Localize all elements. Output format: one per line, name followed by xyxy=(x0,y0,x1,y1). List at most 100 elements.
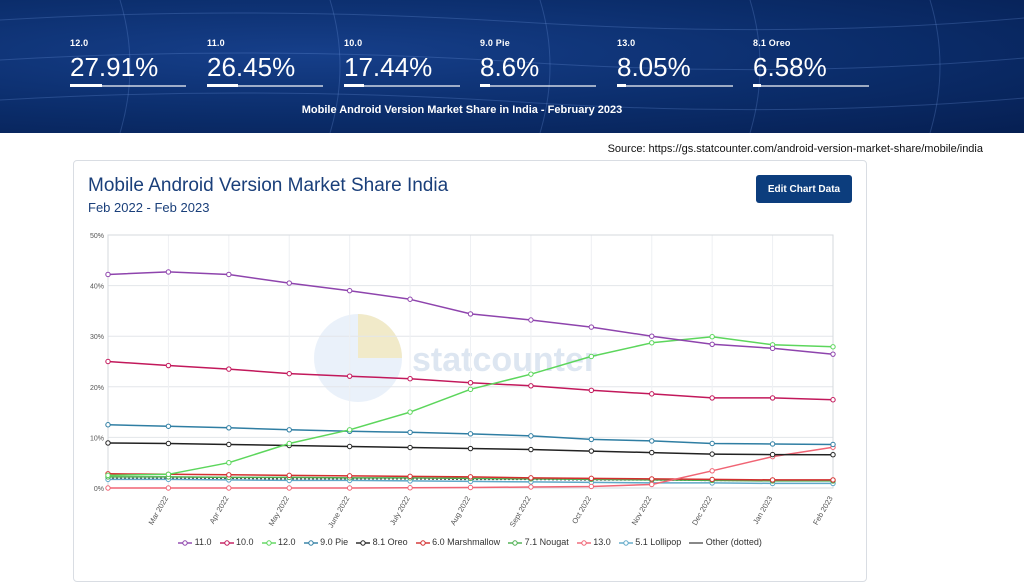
data-point-8-1-oreo[interactable] xyxy=(467,445,474,452)
data-point-6-0-marshmallow[interactable] xyxy=(830,477,836,483)
data-point-13-0[interactable] xyxy=(286,485,292,491)
legend-item-6-0-marshmallow[interactable]: 6.0 Marshmallow xyxy=(415,537,500,547)
data-point-8-1-oreo[interactable] xyxy=(830,452,836,458)
data-point-8-1-oreo[interactable] xyxy=(226,441,232,448)
data-point-11-0[interactable] xyxy=(709,341,715,347)
data-point-9-0-pie[interactable] xyxy=(709,440,715,447)
data-point-6-0-marshmallow[interactable] xyxy=(407,473,413,480)
data-point-6-0-marshmallow[interactable] xyxy=(709,476,715,483)
data-point-12-0[interactable] xyxy=(165,471,172,478)
data-point-12-0[interactable] xyxy=(226,460,232,466)
data-point-10-0[interactable] xyxy=(407,376,413,382)
data-point-13-0[interactable] xyxy=(467,484,474,491)
data-point-12-0[interactable] xyxy=(588,353,595,360)
source-link[interactable]: Source: https://gs.statcounter.com/andro… xyxy=(607,143,983,155)
data-point-8-1-oreo[interactable] xyxy=(769,451,776,458)
data-point-11-0[interactable] xyxy=(588,324,595,330)
data-point-9-0-pie[interactable] xyxy=(649,438,655,444)
data-point-6-0-marshmallow[interactable] xyxy=(769,477,776,483)
data-point-6-0-marshmallow[interactable] xyxy=(528,475,534,481)
data-point-13-0[interactable] xyxy=(649,481,655,488)
data-point-12-0[interactable] xyxy=(286,440,292,447)
legend-item-other-dotted-[interactable]: Other (dotted) xyxy=(689,537,762,547)
data-point-10-0[interactable] xyxy=(346,373,353,379)
data-point-10-0[interactable] xyxy=(528,383,534,389)
data-point-9-0-pie[interactable] xyxy=(588,436,595,443)
data-point-10-0[interactable] xyxy=(226,366,232,372)
data-point-11-0[interactable] xyxy=(467,311,474,317)
data-point-8-1-oreo[interactable] xyxy=(165,440,172,447)
data-point-8-1-oreo[interactable] xyxy=(105,440,111,446)
data-point-12-0[interactable] xyxy=(467,386,474,393)
data-point-11-0[interactable] xyxy=(407,296,413,302)
data-point-13-0[interactable] xyxy=(165,485,172,491)
stat-share-bar xyxy=(480,84,596,87)
legend-item-12-0[interactable]: 12.0 xyxy=(261,537,296,547)
data-point-8-1-oreo[interactable] xyxy=(709,451,715,457)
data-point-9-0-pie[interactable] xyxy=(407,429,413,436)
data-point-11-0[interactable] xyxy=(286,280,292,286)
data-point-13-0[interactable] xyxy=(346,485,353,491)
data-point-6-0-marshmallow[interactable] xyxy=(346,473,353,479)
data-point-9-0-pie[interactable] xyxy=(830,441,836,448)
legend-item-9-0-pie[interactable]: 9.0 Pie xyxy=(303,537,348,547)
data-point-8-1-oreo[interactable] xyxy=(649,449,655,456)
legend-item-7-1-nougat[interactable]: 7.1 Nougat xyxy=(508,537,569,547)
data-point-12-0[interactable] xyxy=(346,427,353,433)
data-point-6-0-marshmallow[interactable] xyxy=(649,476,655,482)
data-point-9-0-pie[interactable] xyxy=(528,433,534,439)
data-point-10-0[interactable] xyxy=(105,358,111,365)
data-point-10-0[interactable] xyxy=(769,395,776,401)
data-point-6-0-marshmallow[interactable] xyxy=(226,472,232,478)
data-point-11-0[interactable] xyxy=(105,271,111,278)
data-point-13-0[interactable] xyxy=(709,468,715,474)
data-point-13-0[interactable] xyxy=(226,485,232,491)
legend-item-13-0[interactable]: 13.0 xyxy=(576,537,611,547)
data-point-12-0[interactable] xyxy=(830,344,836,350)
data-point-10-0[interactable] xyxy=(165,362,172,369)
data-point-11-0[interactable] xyxy=(346,287,353,294)
edit-chart-data-button[interactable]: Edit Chart Data xyxy=(756,175,852,203)
data-point-10-0[interactable] xyxy=(709,395,715,401)
data-point-13-0[interactable] xyxy=(105,485,111,491)
data-point-12-0[interactable] xyxy=(407,409,413,415)
data-point-11-0[interactable] xyxy=(226,271,232,278)
data-point-12-0[interactable] xyxy=(709,334,715,340)
data-point-9-0-pie[interactable] xyxy=(286,427,292,433)
data-point-13-0[interactable] xyxy=(588,483,595,490)
data-point-12-0[interactable] xyxy=(649,340,655,346)
data-point-10-0[interactable] xyxy=(467,380,474,386)
legend-item-10-0[interactable]: 10.0 xyxy=(219,537,254,547)
data-point-8-1-oreo[interactable] xyxy=(588,448,595,454)
data-point-11-0[interactable] xyxy=(649,333,655,339)
legend-item-11-0[interactable]: 11.0 xyxy=(178,537,212,547)
data-point-8-1-oreo[interactable] xyxy=(407,444,413,451)
data-point-10-0[interactable] xyxy=(588,387,595,394)
stat-share-fill xyxy=(344,84,365,87)
data-point-13-0[interactable] xyxy=(407,485,413,491)
data-point-9-0-pie[interactable] xyxy=(105,422,111,428)
data-point-11-0[interactable] xyxy=(165,269,172,275)
stat-11-0: 11.0 26.45% xyxy=(207,38,323,87)
data-point-12-0[interactable] xyxy=(528,371,534,377)
stat-10-0: 10.0 17.44% xyxy=(344,38,460,87)
data-point-6-0-marshmallow[interactable] xyxy=(286,472,292,479)
data-point-13-0[interactable] xyxy=(528,484,534,490)
data-point-11-0[interactable] xyxy=(830,351,836,357)
data-point-11-0[interactable] xyxy=(528,317,534,323)
data-point-12-0[interactable] xyxy=(105,472,111,479)
data-point-6-0-marshmallow[interactable] xyxy=(588,475,595,482)
data-point-8-1-oreo[interactable] xyxy=(528,446,534,453)
legend-item-8-1-oreo[interactable]: 8.1 Oreo xyxy=(356,537,408,547)
data-point-10-0[interactable] xyxy=(649,391,655,397)
data-point-10-0[interactable] xyxy=(286,370,292,377)
data-point-9-0-pie[interactable] xyxy=(769,441,776,447)
data-point-9-0-pie[interactable] xyxy=(165,423,172,429)
legend-item-5-1-lollipop[interactable]: 5.1 Lollipop xyxy=(618,537,681,547)
data-point-9-0-pie[interactable] xyxy=(467,431,474,437)
data-point-10-0[interactable] xyxy=(830,397,836,403)
data-point-9-0-pie[interactable] xyxy=(226,425,232,431)
data-point-11-0[interactable] xyxy=(769,345,776,352)
data-point-6-0-marshmallow[interactable] xyxy=(467,474,474,480)
data-point-8-1-oreo[interactable] xyxy=(346,443,353,450)
